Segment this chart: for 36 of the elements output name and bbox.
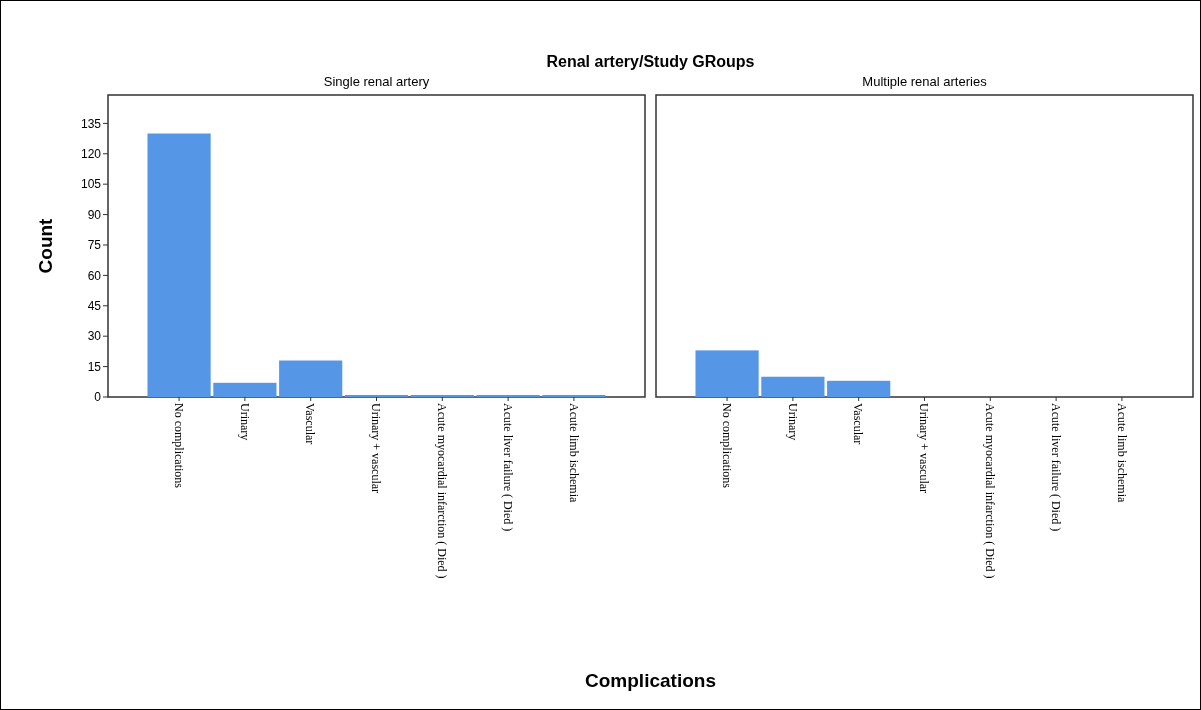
x-tick-label: Acute liver failure ( Died ) <box>500 403 515 532</box>
y-tick-label: 75 <box>87 238 102 253</box>
y-tick-label: 30 <box>87 329 102 344</box>
y-tick-label: 120 <box>80 146 102 161</box>
x-axis-title: Complications <box>585 670 716 691</box>
x-tick-label: Vascular <box>303 403 318 445</box>
y-tick-label: 15 <box>87 359 102 374</box>
x-tick-label: No complications <box>171 403 186 489</box>
bar <box>147 133 211 397</box>
bar <box>542 394 606 397</box>
bar <box>344 394 409 397</box>
x-tick-label: Acute myocardial infarction ( Died ) <box>435 403 450 579</box>
y-axis-title: Count <box>35 217 56 274</box>
bar <box>279 360 343 397</box>
y-tick-label: 45 <box>87 298 102 313</box>
x-tick-label: Urinary <box>237 403 252 441</box>
x-tick-label: No complications <box>719 403 734 489</box>
y-tick-label: 0 <box>94 390 102 405</box>
chart-subtitle: Single renal artery <box>323 74 430 89</box>
chart-subtitle: Multiple renal arteries <box>862 74 988 89</box>
chart-title: Renal artery/Study GRoups <box>546 53 755 70</box>
bar <box>476 394 540 397</box>
bar <box>410 394 474 397</box>
x-tick-label: Acute limb ischemia <box>1114 403 1129 503</box>
bar <box>213 382 277 397</box>
x-tick-label: Urinary + vascular <box>917 403 932 494</box>
y-tick-label: 135 <box>80 116 102 131</box>
x-tick-label: Urinary <box>785 403 800 441</box>
x-tick-label: Vascular <box>851 403 866 445</box>
x-tick-label: Acute liver failure ( Died ) <box>1048 403 1063 532</box>
y-tick-label: 105 <box>80 177 102 192</box>
x-tick-label: Acute myocardial infarction ( Died ) <box>983 403 998 579</box>
x-tick-label: Acute limb ischemia <box>566 403 581 503</box>
y-tick-label: 60 <box>87 268 102 283</box>
x-tick-label: Urinary + vascular <box>369 403 384 494</box>
y-tick-label: 90 <box>87 207 102 222</box>
